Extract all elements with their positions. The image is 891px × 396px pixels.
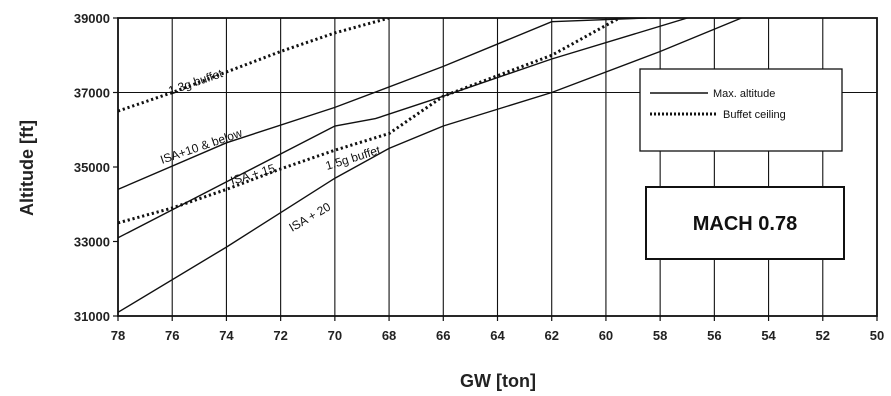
y-tick-label: 37000: [74, 86, 110, 101]
x-tick-label: 56: [707, 328, 721, 343]
y-tick-label: 35000: [74, 160, 110, 175]
y-axis-title: Altitude [ft]: [17, 120, 37, 216]
mach-label-box: MACH 0.78: [645, 186, 845, 260]
y-tick-label: 31000: [74, 309, 110, 324]
x-tick-label: 64: [490, 328, 505, 343]
x-tick-label: 74: [219, 328, 234, 343]
x-tick-label: 70: [328, 328, 342, 343]
x-tick-label: 58: [653, 328, 667, 343]
legend-label-buffet-ceiling: Buffet ceiling: [723, 109, 786, 121]
x-tick-label: 52: [816, 328, 830, 343]
x-tick-label: 68: [382, 328, 396, 343]
x-tick-label: 62: [544, 328, 558, 343]
mach-box: [645, 186, 845, 260]
legend-box: [639, 68, 843, 152]
x-tick-label: 78: [111, 328, 125, 343]
x-tick-label: 72: [273, 328, 287, 343]
x-tick-label: 54: [761, 328, 776, 343]
x-axis-title: GW [ton]: [460, 371, 536, 391]
x-tick-labels: 78 76 74 72 70 68 66 64 62 60 58 56 54 52 50: [111, 316, 884, 343]
mach-label: MACH 0.78: [693, 213, 797, 235]
series-line-4: [118, 18, 621, 225]
legend: Max. altitude Buffet ceiling: [639, 68, 843, 152]
y-tick-labels: 31000 33000 35000 37000 39000: [74, 11, 118, 324]
x-tick-label: 66: [436, 328, 450, 343]
series-line-1: [118, 18, 688, 239]
y-tick-label: 39000: [74, 11, 110, 26]
y-tick-label: 33000: [74, 235, 110, 250]
legend-label-max-altitude: Max. altitude: [713, 88, 775, 100]
x-tick-label: 50: [870, 328, 884, 343]
x-tick-label: 76: [165, 328, 179, 343]
series-line-0: [118, 18, 647, 191]
series-line-2: [118, 18, 742, 313]
x-tick-label: 60: [599, 328, 613, 343]
series-group: [118, 18, 742, 313]
